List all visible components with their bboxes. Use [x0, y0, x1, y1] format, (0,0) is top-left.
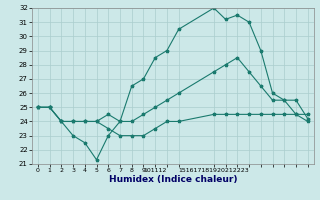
X-axis label: Humidex (Indice chaleur): Humidex (Indice chaleur): [108, 175, 237, 184]
